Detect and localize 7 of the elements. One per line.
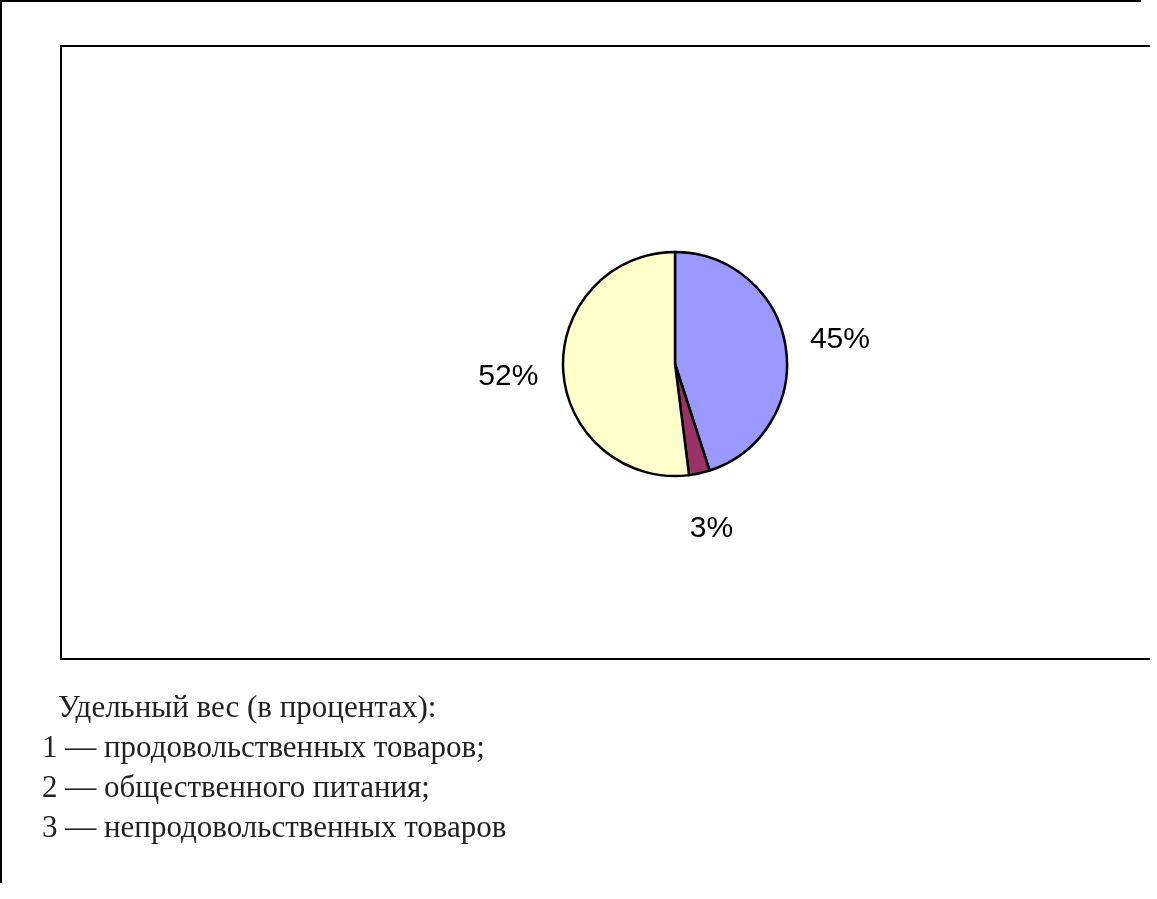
text: Удельный вес (в процентах): — [57, 688, 438, 726]
data-label: 45% — [809, 321, 870, 355]
data-label: 52% — [478, 357, 539, 391]
text: 1 — продовольственных товаров; — [42, 728, 486, 766]
text: 2 — общественного питания; — [42, 768, 431, 806]
data-label: 3% — [689, 510, 734, 544]
text: 3 — непродовольственных товаров — [42, 808, 507, 846]
